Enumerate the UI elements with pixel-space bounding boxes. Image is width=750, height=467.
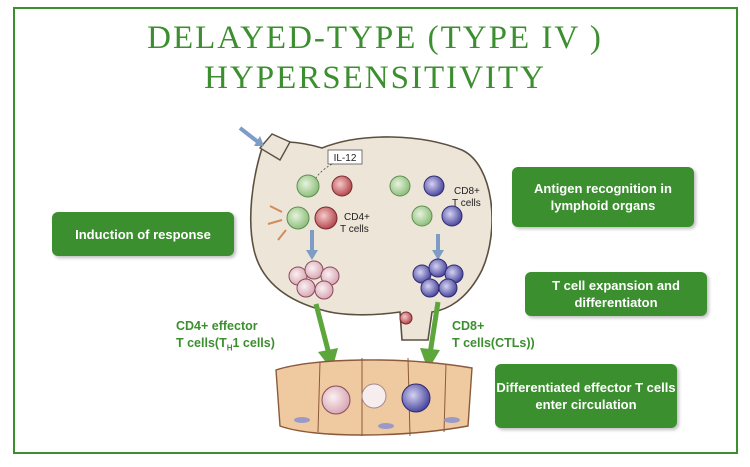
slide-frame xyxy=(13,7,738,454)
dendritic-cell xyxy=(286,206,310,230)
cd4-effector-cell xyxy=(321,385,351,415)
cd8-effector-label: CD8+ T cells(CTLs)) xyxy=(452,318,535,352)
cd4-effector-line2: T cells(TH1 cells) xyxy=(176,336,275,353)
badge-antigen-recognition: Antigen recognition in lymphoid organs xyxy=(512,167,694,227)
afferent-lymphatic xyxy=(258,133,291,161)
cd4-effector-line1: CD4+ effector xyxy=(176,319,258,333)
cd4-t-cell xyxy=(331,175,353,197)
title-line-1: DELAYED-TYPE (TYPE IV ) xyxy=(147,20,603,56)
cd8-effector-line2: T cells(CTLs)) xyxy=(452,336,535,350)
dendritic-cell xyxy=(411,205,433,227)
lymph-node xyxy=(249,136,492,341)
dendritic-cell xyxy=(389,175,411,197)
badge-induction: Induction of response xyxy=(52,212,234,256)
cd8-label-1: CD8+ xyxy=(454,186,480,197)
cd4-label-1: CD4+ xyxy=(344,212,370,223)
cd4-migration-arrow-icon xyxy=(313,303,333,359)
immune-response-diagram: IL-12 CD4+ T cells CD8+ T cells xyxy=(238,126,492,437)
badge-expansion: T cell expansion and differentiaton xyxy=(525,272,707,316)
cd8-label-2: T cells xyxy=(452,198,481,209)
dendritic-cell xyxy=(296,174,320,198)
il12-label: IL-12 xyxy=(334,153,357,164)
title-line-2: HYPERSENSITIVITY xyxy=(204,60,546,96)
badge-circulation: Differentiated effector T cells enter ci… xyxy=(495,364,677,428)
cd8-effector-line1: CD8+ xyxy=(452,319,485,333)
cd8-effector-cell xyxy=(401,383,431,413)
cd8-cluster xyxy=(412,258,464,298)
afferent-arrow-icon xyxy=(238,126,260,144)
cd4-cluster xyxy=(288,260,340,300)
neutrophil xyxy=(361,383,387,409)
cd8-t-cell xyxy=(423,175,445,197)
cd4-effector-label: CD4+ effector T cells(TH1 cells) xyxy=(176,318,275,357)
cd4-label-2: T cells xyxy=(340,224,369,235)
cd8-migration-arrow-icon xyxy=(427,301,441,355)
cd8-t-cell xyxy=(441,205,463,227)
efferent-t-cell xyxy=(399,311,413,325)
cd4-t-cell xyxy=(314,206,338,230)
